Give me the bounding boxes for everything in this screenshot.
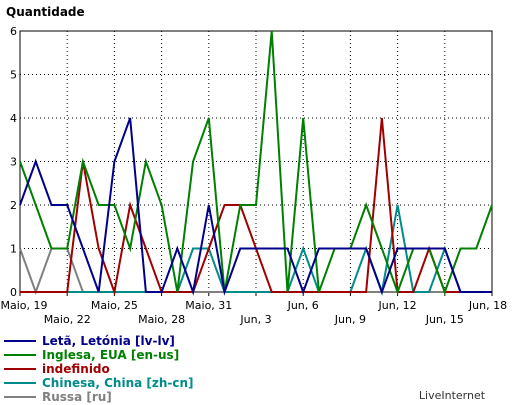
x-tick-label: Jun, 18 <box>468 299 507 312</box>
x-tick-label: Jun, 6 <box>287 299 319 312</box>
x-axis-ticks: Maio, 19 Maio, 25 Maio, 31 Jun, 6 Jun, 12 Jun… <box>0 292 507 326</box>
x-tick-label: Maio, 28 <box>138 313 185 326</box>
legend-label: indefinido <box>42 362 110 376</box>
series-lines <box>19 30 493 296</box>
legend-label: Inglesa, EUA [en-us] <box>42 348 179 362</box>
chart-title: Quantidade <box>6 5 85 19</box>
legend-label: Russa [ru] <box>42 390 112 404</box>
y-tick-label: 2 <box>10 199 17 212</box>
series-line <box>19 117 492 296</box>
x-tick-label: Maio, 19 <box>0 299 47 312</box>
legend: Letã, Letónia [lv-lv]Inglesa, EUA [en-us… <box>4 334 194 404</box>
y-tick-label: 4 <box>10 112 17 125</box>
legend-label: Chinesa, China [zh-cn] <box>42 376 194 390</box>
legend-label: Letã, Letónia [lv-lv] <box>42 334 175 348</box>
x-tick-label: Jun, 9 <box>334 313 366 326</box>
branding-label: LiveInternet <box>419 389 486 402</box>
y-tick-label: 3 <box>10 156 17 169</box>
x-tick-label: Maio, 22 <box>44 313 91 326</box>
y-tick-label: 1 <box>10 243 17 256</box>
y-axis-ticks: 0 1 2 3 4 5 6 <box>10 25 17 299</box>
y-tick-label: 0 <box>10 286 17 299</box>
x-tick-label: Jun, 3 <box>239 313 271 326</box>
x-tick-label: Maio, 31 <box>185 299 232 312</box>
y-tick-label: 5 <box>10 69 17 82</box>
y-tick-label: 6 <box>10 25 17 38</box>
x-tick-label: Jun, 15 <box>425 313 464 326</box>
x-tick-label: Jun, 12 <box>378 299 417 312</box>
x-tick-label: Maio, 25 <box>91 299 138 312</box>
